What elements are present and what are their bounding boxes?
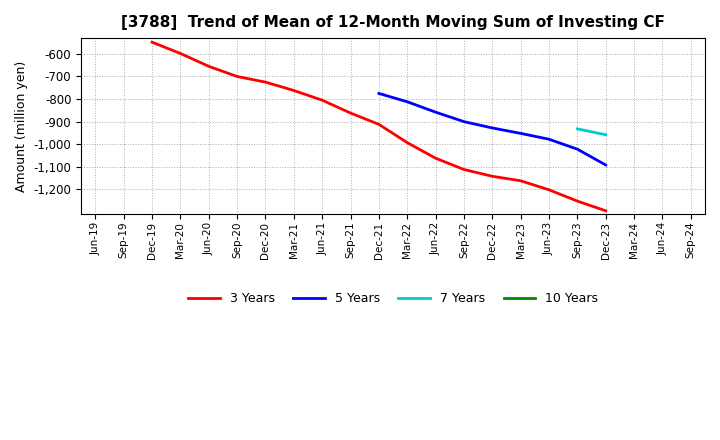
Title: [3788]  Trend of Mean of 12-Month Moving Sum of Investing CF: [3788] Trend of Mean of 12-Month Moving …	[121, 15, 665, 30]
Legend: 3 Years, 5 Years, 7 Years, 10 Years: 3 Years, 5 Years, 7 Years, 10 Years	[184, 287, 603, 310]
Y-axis label: Amount (million yen): Amount (million yen)	[15, 61, 28, 192]
